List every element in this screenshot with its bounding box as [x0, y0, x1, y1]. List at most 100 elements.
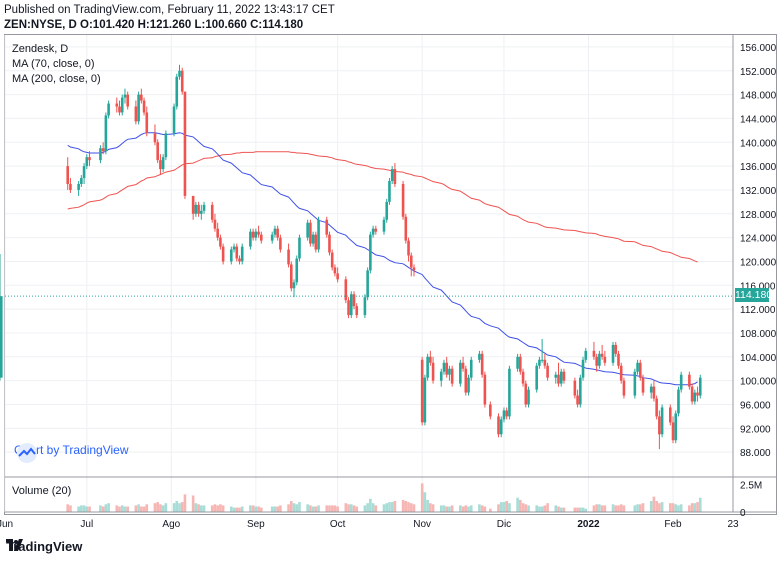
candle	[352, 291, 356, 310]
volume-bar	[649, 501, 653, 512]
volume-bar	[232, 507, 236, 512]
y-tick-label: 140.000	[740, 138, 777, 149]
y-tick-label: 112.000	[740, 305, 776, 316]
volume-tick-label: 2.5M	[740, 481, 762, 492]
y-tick-label: 92.000	[740, 424, 771, 435]
candle	[270, 231, 274, 244]
candle	[562, 368, 566, 384]
candle	[633, 368, 637, 399]
volume-bar	[298, 502, 301, 512]
candle	[573, 377, 577, 399]
volume-bar	[671, 503, 675, 512]
footer-brand[interactable]: TradingView	[6, 539, 82, 554]
y-tick-label: 124.000	[740, 234, 777, 245]
volume-bar	[595, 504, 598, 512]
candle	[159, 154, 162, 176]
volume-bar	[679, 504, 683, 512]
y-tick-label: 148.000	[740, 91, 777, 102]
candle	[478, 350, 481, 363]
candle	[115, 97, 119, 113]
volume-bar	[235, 507, 239, 512]
volume-bar	[363, 505, 367, 512]
candle	[210, 201, 214, 223]
x-tick-label: Jun	[0, 519, 13, 530]
candle	[674, 410, 678, 444]
candle	[295, 255, 299, 286]
volume-bar	[309, 505, 312, 512]
volume-bar	[480, 505, 484, 512]
candle	[99, 145, 102, 164]
candle	[232, 243, 236, 253]
volume-bar	[88, 506, 91, 512]
candle	[85, 154, 89, 170]
volume-bar	[328, 505, 331, 512]
candle	[540, 338, 544, 363]
candle	[77, 181, 80, 196]
candle	[0, 253, 3, 377]
candle	[420, 356, 424, 426]
volume-bar	[527, 505, 530, 512]
volume-bar	[137, 504, 140, 512]
candle	[142, 97, 146, 116]
candle	[333, 264, 337, 277]
volume-bar	[652, 496, 656, 512]
volume-bar	[270, 506, 274, 512]
x-tick-label: Oct	[330, 519, 346, 530]
candle	[254, 228, 258, 241]
candle	[213, 213, 217, 232]
candle	[238, 255, 241, 265]
volume-bar	[614, 505, 618, 512]
volume-bar	[194, 503, 198, 512]
candle	[603, 350, 607, 366]
volume-bar	[366, 503, 369, 512]
volume-bar	[118, 506, 121, 512]
volume-bar	[311, 506, 315, 512]
volume-bar	[429, 503, 432, 512]
y-tick-label: 156.000	[740, 43, 777, 54]
volume-bar	[82, 505, 86, 512]
volume-bar	[461, 506, 465, 512]
candle	[524, 380, 528, 408]
y-tick-label: 136.000	[740, 162, 777, 173]
candle	[371, 225, 375, 238]
volume-bar	[540, 506, 544, 512]
candle	[347, 297, 350, 319]
candle	[429, 350, 432, 366]
candle	[638, 359, 642, 381]
candle	[328, 231, 331, 256]
volume-bar	[559, 507, 563, 512]
candle	[363, 294, 367, 319]
candle	[516, 353, 519, 372]
volume-bar	[251, 505, 255, 512]
candle	[88, 151, 91, 167]
volume-bar	[693, 503, 697, 512]
volume-bar	[674, 504, 678, 512]
x-tick-label: Sep	[247, 519, 265, 530]
candle	[145, 106, 149, 137]
candle	[655, 395, 658, 420]
volume-bar	[581, 507, 585, 512]
x-tick-label: 23	[727, 519, 739, 530]
volume-bar	[180, 502, 184, 512]
candle	[336, 267, 339, 283]
candle	[677, 386, 680, 417]
candle	[693, 389, 697, 405]
volume-bar	[524, 504, 528, 512]
candle	[584, 347, 588, 363]
candle	[388, 178, 391, 205]
candle	[385, 198, 389, 223]
volume-bar	[104, 504, 108, 512]
y-tick-label: 120.000	[740, 257, 777, 268]
volume-bar	[77, 506, 80, 512]
candle	[249, 228, 252, 250]
candle	[104, 112, 108, 155]
volume-bar	[636, 504, 639, 512]
candle	[617, 350, 620, 369]
volume-bar	[459, 505, 462, 512]
chart-by-badge[interactable]: Chart by TradingView	[14, 443, 129, 463]
volume-bar	[543, 505, 547, 512]
candle	[118, 100, 121, 116]
volume-bar	[546, 503, 549, 512]
candle	[325, 216, 329, 238]
